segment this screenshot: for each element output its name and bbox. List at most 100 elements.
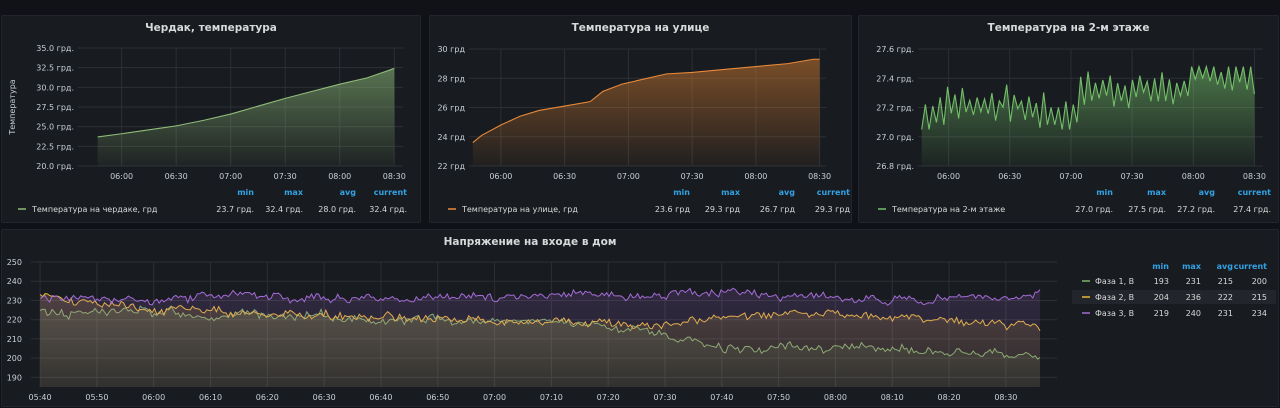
- legend-value-min: 193: [1154, 277, 1169, 286]
- x-tick-label: 06:30: [998, 172, 1021, 181]
- legend-value-current: 27.4 грд.: [1233, 205, 1271, 214]
- outdoor-temperature-panel[interactable]: Температура на улице 22 грд 24 грд 26 грд 2…: [429, 15, 852, 223]
- series-area: [97, 68, 395, 166]
- series-line: [921, 64, 1255, 130]
- x-tick-label: 07:00: [483, 393, 506, 402]
- x-tick-label: 06:00: [142, 393, 165, 402]
- x-tick-label: 08:30: [383, 172, 406, 181]
- y-tick-label: 25.0 грд.: [36, 123, 74, 132]
- panel-title[interactable]: Напряжение на входе в дом: [443, 236, 617, 248]
- legend-header-current: current: [1234, 262, 1267, 271]
- x-tick-label: 07:30: [681, 172, 704, 181]
- series-area: [921, 66, 1255, 166]
- legend-header-min: min: [237, 188, 254, 197]
- y-tick-label: 250: [7, 258, 22, 267]
- panel-title[interactable]: Чердак, температура: [145, 22, 277, 34]
- outdoor-temperature-chart: 22 грд 24 грд 26 грд 28 грд 30 грд 06:00 06:30…: [437, 45, 850, 214]
- x-tick-label: 07:30: [274, 172, 297, 181]
- y-tick-label: 28 грд: [437, 74, 465, 83]
- legend-value-avg: 215: [1218, 277, 1233, 286]
- y-tick-label: 27.2 грд.: [876, 104, 914, 113]
- y-tick-label: 20.0 грд.: [36, 162, 74, 171]
- legend-value-current: 32.4 грд.: [369, 205, 407, 214]
- y-tick-label: 190: [7, 373, 22, 382]
- y-tick-label: 220: [7, 316, 22, 325]
- legend-value-avg: 27.2 грд.: [1177, 205, 1215, 214]
- legend-header-current: current: [1238, 188, 1271, 197]
- y-tick-label: 27.6 грд.: [876, 45, 914, 54]
- legend-series-name: Фаза 3, В: [1095, 309, 1134, 318]
- y-tick-label: 27.4 грд.: [876, 74, 914, 83]
- panel-title[interactable]: Температура на 2-м этаже: [987, 22, 1150, 34]
- y-tick-label: 35.0 грд.: [36, 44, 74, 53]
- y-tick-label: 22 грд: [437, 162, 465, 171]
- y-tick-label: 30 грд: [437, 45, 465, 54]
- x-tick-label: 08:20: [938, 393, 961, 402]
- x-tick-label: 08:30: [1243, 172, 1266, 181]
- legend-header-min: min: [673, 188, 690, 197]
- legend-header-current: current: [817, 188, 850, 197]
- voltage-panel[interactable]: Напряжение на входе в дом 190 200 210 220 23…: [1, 229, 1279, 407]
- y-tick-label: 26 грд: [437, 104, 465, 113]
- legend-series-name: Температура на 2-м этаже: [891, 205, 1005, 214]
- legend-value-current: 200: [1252, 277, 1267, 286]
- legend-value-min: 23.7 грд.: [216, 205, 254, 214]
- x-tick-label: 06:10: [199, 393, 222, 402]
- legend-header-avg: avg: [779, 188, 796, 197]
- x-tick-label: 06:00: [937, 172, 960, 181]
- y-tick-label: 26.8 грд.: [876, 162, 914, 171]
- x-tick-label: 07:00: [219, 172, 242, 181]
- legend-series-name: Температура на улице, грд: [461, 205, 578, 214]
- legend-value-max: 32.4 грд.: [265, 205, 303, 214]
- x-tick-label: 08:00: [1182, 172, 1205, 181]
- panel-title[interactable]: Температура на улице: [571, 22, 710, 34]
- series-line: [97, 67, 395, 138]
- series-line: [39, 287, 1041, 306]
- y-axis-label: Температура: [8, 79, 17, 135]
- x-tick-label: 08:30: [994, 393, 1017, 402]
- x-tick-label: 07:40: [710, 393, 733, 402]
- legend-value-max: 27.5 грд.: [1128, 205, 1166, 214]
- y-tick-label: 200: [7, 354, 22, 363]
- legend-header-avg: avg: [1217, 262, 1234, 271]
- legend-value-avg: 28.0 грд.: [318, 205, 356, 214]
- x-tick-label: 07:30: [653, 393, 676, 402]
- legend-value-max: 240: [1186, 309, 1201, 318]
- x-tick-label: 06:30: [553, 172, 576, 181]
- legend-series-name: Фаза 1, В: [1095, 277, 1134, 286]
- legend-series-name: Фаза 2, В: [1095, 293, 1134, 302]
- legend-header-current: current: [374, 188, 407, 197]
- y-tick-label: 230: [7, 296, 22, 305]
- x-tick-label: 08:30: [808, 172, 831, 181]
- y-tick-label: 27.0 грд.: [876, 133, 914, 142]
- attic-temperature-panel[interactable]: Чердак, температура 20.0 грд. 22.5 грд. 25…: [1, 15, 421, 223]
- second-floor-temperature-panel[interactable]: Температура на 2-м этаже 26.8 грд. 27.0 г…: [858, 15, 1279, 223]
- x-tick-label: 07:00: [1059, 172, 1082, 181]
- attic-temperature-chart: 20.0 грд. 22.5 грд. 25.0 грд. 27.5 грд. 30.0…: [8, 44, 407, 214]
- legend-header-avg: avg: [1199, 188, 1216, 197]
- voltage-chart: 190 200 210 220 230 240 250 05:40 05:50 06:00 06:1…: [7, 258, 1276, 402]
- y-tick-label: 22.5 грд.: [36, 142, 74, 151]
- legend-value-min: 27.0 грд.: [1075, 205, 1113, 214]
- second-floor-temperature-chart: 26.8 грд. 27.0 грд. 27.2 грд. 27.4 грд. 27.6…: [876, 45, 1271, 214]
- x-tick-label: 07:30: [1121, 172, 1144, 181]
- x-tick-label: 06:20: [256, 393, 279, 402]
- legend-value-current: 215: [1252, 293, 1267, 302]
- legend-value-max: 231: [1186, 277, 1201, 286]
- y-tick-label: 32.5 грд.: [36, 64, 74, 73]
- legend-row-highlight: [1072, 290, 1276, 304]
- x-tick-label: 08:00: [824, 393, 847, 402]
- x-tick-label: 05:40: [29, 393, 52, 402]
- legend-value-current: 234: [1252, 309, 1267, 318]
- x-tick-label: 07:20: [597, 393, 620, 402]
- series-area: [40, 288, 1040, 387]
- x-tick-label: 06:50: [426, 393, 449, 402]
- x-tick-label: 06:00: [110, 172, 133, 181]
- x-tick-label: 08:00: [328, 172, 351, 181]
- legend-header-max: max: [721, 188, 741, 197]
- legend-value-avg: 222: [1218, 293, 1233, 302]
- legend-header-min: min: [1096, 188, 1113, 197]
- x-tick-label: 07:00: [617, 172, 640, 181]
- series-line: [472, 58, 820, 144]
- x-tick-label: 06:30: [313, 393, 336, 402]
